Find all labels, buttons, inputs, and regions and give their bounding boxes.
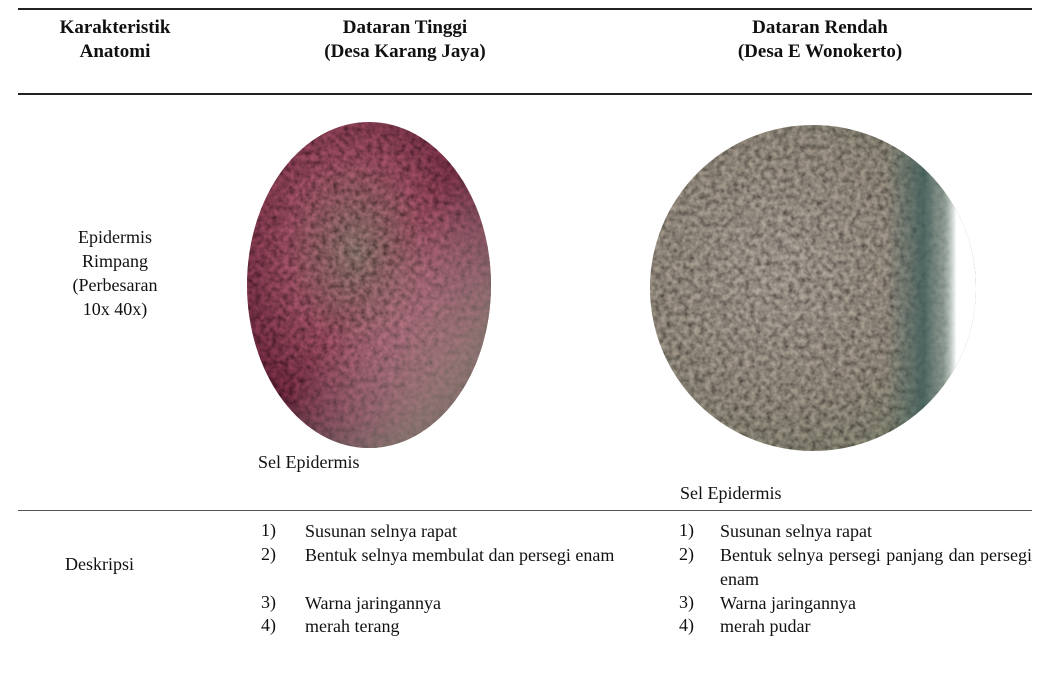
list-marker: 4) [252, 614, 276, 636]
list-marker: 4) [670, 614, 694, 636]
list-marker: 3) [252, 591, 276, 613]
list-text: Bentuk selnya membulat dan persegi enam [305, 543, 663, 567]
caption: Sel Epidermis [258, 452, 360, 473]
list-marker: 2) [670, 543, 694, 565]
list-text: Bentuk selnya persegi panjang dan perseg… [720, 543, 1032, 591]
list-marker: 3) [670, 591, 694, 613]
row-rule [18, 510, 1032, 511]
caption: Sel Epidermis [680, 483, 782, 504]
list-text: Susunan selnya rapat [720, 519, 1032, 543]
micrograph-tint [650, 125, 976, 451]
list-text: Susunan selnya rapat [305, 519, 663, 543]
list-text: Warna jaringannya [305, 591, 663, 615]
row-label: Deskripsi [65, 554, 134, 575]
micrographs [0, 0, 1037, 500]
list-text: Warna jaringannya [720, 591, 1032, 615]
list-text: merah terang [305, 614, 663, 638]
list-text: merah pudar [720, 614, 1032, 638]
list-marker: 2) [252, 543, 276, 565]
micrograph-tint [247, 122, 491, 448]
list-marker: 1) [670, 519, 694, 541]
document: Karakteristik Anatomi Dataran Tinggi (De… [0, 0, 1037, 693]
list-marker: 1) [252, 519, 276, 541]
